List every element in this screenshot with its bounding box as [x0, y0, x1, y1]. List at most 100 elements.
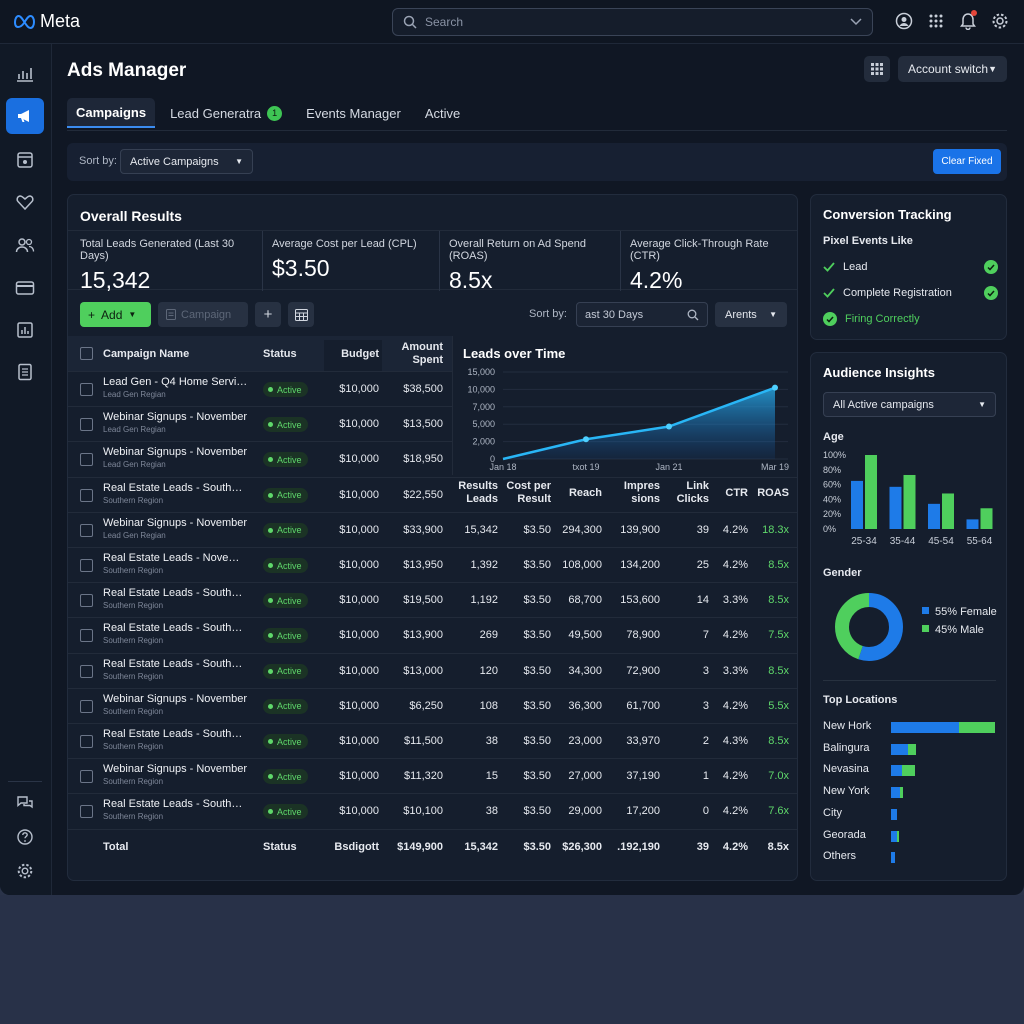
table-row[interactable]: Webinar Signups - November Southern Regio…	[68, 687, 797, 723]
row-checkbox[interactable]	[80, 488, 93, 502]
location-bar[interactable]	[891, 808, 898, 820]
location-bar[interactable]	[891, 830, 900, 842]
tab-lead-generation[interactable]: Lead Generatra 1	[161, 98, 291, 128]
location-bar[interactable]	[891, 852, 896, 864]
location-bar[interactable]	[891, 765, 915, 777]
header-amount-spent-line2[interactable]: Spent	[412, 354, 443, 366]
table-row[interactable]: Real Estate Leads - Southern... Southern …	[68, 617, 797, 652]
age-bar[interactable]	[865, 455, 877, 529]
header-impressions-line1[interactable]: Impres	[623, 480, 660, 492]
meta-logo[interactable]: Meta	[14, 11, 80, 32]
age-bar[interactable]	[966, 519, 979, 529]
campaign-name[interactable]: Webinar Signups - November	[103, 411, 248, 424]
data-point[interactable]	[666, 423, 672, 430]
age-bar[interactable]	[928, 503, 940, 529]
row-checkbox[interactable]	[80, 559, 93, 572]
row-checkbox[interactable]	[80, 523, 93, 537]
row-checkbox[interactable]	[80, 629, 93, 643]
campaign-name[interactable]: Webinar Signups - November	[103, 446, 248, 459]
age-bar[interactable]	[903, 474, 916, 529]
date-range-input[interactable]: ast 30 Days	[576, 302, 708, 327]
table-view-button[interactable]	[288, 302, 314, 327]
row-checkbox[interactable]	[80, 805, 93, 819]
campaign-name[interactable]: Real Estate Leads - Southern...	[103, 728, 248, 740]
campaign-name[interactable]: Webinar Signups - November	[103, 763, 248, 776]
grid-view-button[interactable]	[864, 56, 890, 82]
campaign-name[interactable]: Real Estate Leads - Southern...	[103, 657, 248, 670]
bell-icon[interactable]	[958, 10, 978, 31]
sidebar-item-settings[interactable]	[6, 853, 44, 889]
sort-select[interactable]: Active Campaigns ▼	[120, 149, 253, 174]
data-point[interactable]	[583, 436, 589, 443]
campaign-name[interactable]: Real Estate Leads - Southern...	[103, 587, 248, 600]
table-row[interactable]: Real Estate Leads - Southern... Southern …	[68, 476, 797, 512]
header-amount-spent-line1[interactable]: Amount	[401, 341, 443, 353]
data-point[interactable]	[772, 384, 778, 391]
age-bar[interactable]	[942, 493, 954, 529]
sidebar-item-documents[interactable]	[6, 354, 44, 390]
row-checkbox[interactable]	[80, 594, 93, 608]
campaign-name[interactable]: Real Estate Leads - Southern...	[103, 481, 248, 494]
location-bar[interactable]	[891, 743, 916, 755]
header-results-line1[interactable]: Results	[458, 480, 498, 492]
profile-icon[interactable]	[894, 11, 914, 31]
location-bar[interactable]	[891, 722, 995, 733]
campaign-name[interactable]: Real Estate Leads - Southern...	[103, 622, 248, 635]
campaign-name[interactable]: Webinar Signups - November	[103, 516, 248, 529]
header-results-line2[interactable]: Leads	[466, 493, 498, 505]
row-checkbox[interactable]	[80, 770, 93, 784]
add-button[interactable]: + Add ▼	[80, 302, 151, 327]
header-budget[interactable]: Budget	[341, 348, 379, 360]
donut-slice[interactable]	[835, 593, 903, 661]
tab-active[interactable]: Active	[416, 98, 469, 128]
table-row[interactable]: Real Estate Leads - Southern... Southern …	[68, 793, 797, 828]
tab-events-manager[interactable]: Events Manager	[297, 98, 410, 128]
sidebar-item-analytics[interactable]	[6, 56, 44, 92]
table-row[interactable]: Real Estate Leads - Southern... Southern …	[68, 723, 797, 758]
sidebar-item-campaigns[interactable]	[6, 98, 44, 134]
header-reach[interactable]: Reach	[568, 487, 602, 499]
age-bar[interactable]	[851, 480, 863, 529]
table-row[interactable]: Webinar Signups - November Lead Gen Regia…	[68, 441, 797, 476]
search-input[interactable]: Search	[392, 8, 873, 36]
clear-fixed-button[interactable]: Clear Fixed	[933, 149, 1001, 174]
age-bar[interactable]	[889, 486, 902, 529]
select-all-checkbox[interactable]	[80, 347, 93, 360]
sidebar-item-people[interactable]	[6, 227, 44, 263]
campaign-name[interactable]: Real Estate Leads - November	[103, 552, 248, 564]
row-checkbox[interactable]	[80, 699, 93, 713]
sidebar-item-audience[interactable]	[6, 184, 44, 220]
table-row[interactable]: Lead Gen - Q4 Home Services Lead Gen Regi…	[68, 371, 797, 406]
sidebar-item-billing[interactable]	[6, 270, 44, 306]
row-checkbox[interactable]	[80, 453, 93, 467]
location-bar[interactable]	[891, 787, 904, 799]
header-cpr-line1[interactable]: Cost per	[506, 480, 551, 492]
header-cpr-line2[interactable]: Result	[517, 493, 551, 505]
campaign-name[interactable]: Real Estate Leads - Southern...	[103, 798, 248, 811]
table-row[interactable]: Real Estate Leads - Southern... Southern …	[68, 652, 797, 688]
account-switch-button[interactable]: Account switch ▼	[898, 56, 1007, 82]
table-row[interactable]: Webinar Signups - November Lead Gen Regia…	[68, 511, 797, 547]
age-bar[interactable]	[980, 508, 993, 529]
header-link-clicks-line2[interactable]: Clicks	[676, 493, 709, 505]
header-impressions-line2[interactable]: sions	[631, 493, 660, 505]
campaign-button[interactable]: Campaign	[158, 302, 248, 327]
header-roas[interactable]: ROAS	[757, 487, 789, 499]
table-row[interactable]: Webinar Signups - November Southern Regio…	[68, 758, 797, 793]
add-row-button[interactable]: +	[255, 302, 281, 327]
settings-gear-icon[interactable]	[990, 11, 1010, 31]
apps-grid-icon[interactable]	[926, 11, 946, 31]
table-row[interactable]: Real Estate Leads - November Southern Reg…	[68, 547, 797, 582]
header-link-clicks-line1[interactable]: Link	[686, 480, 709, 492]
sidebar-item-pages[interactable]	[6, 142, 44, 178]
chevron-down-icon[interactable]	[850, 18, 862, 26]
header-ctr[interactable]: CTR	[725, 487, 748, 499]
sidebar-item-chat[interactable]	[6, 785, 44, 821]
table-row[interactable]: Webinar Signups - November Lead Gen Regia…	[68, 406, 797, 441]
header-campaign-name[interactable]: Campaign Name	[103, 348, 190, 360]
sidebar-item-reports[interactable]	[6, 312, 44, 348]
tab-campaigns[interactable]: Campaigns	[67, 98, 156, 128]
audience-filter-select[interactable]: All Active campaigns ▼	[823, 392, 996, 417]
row-checkbox[interactable]	[80, 664, 93, 678]
campaign-name[interactable]: Webinar Signups - November	[103, 692, 248, 705]
